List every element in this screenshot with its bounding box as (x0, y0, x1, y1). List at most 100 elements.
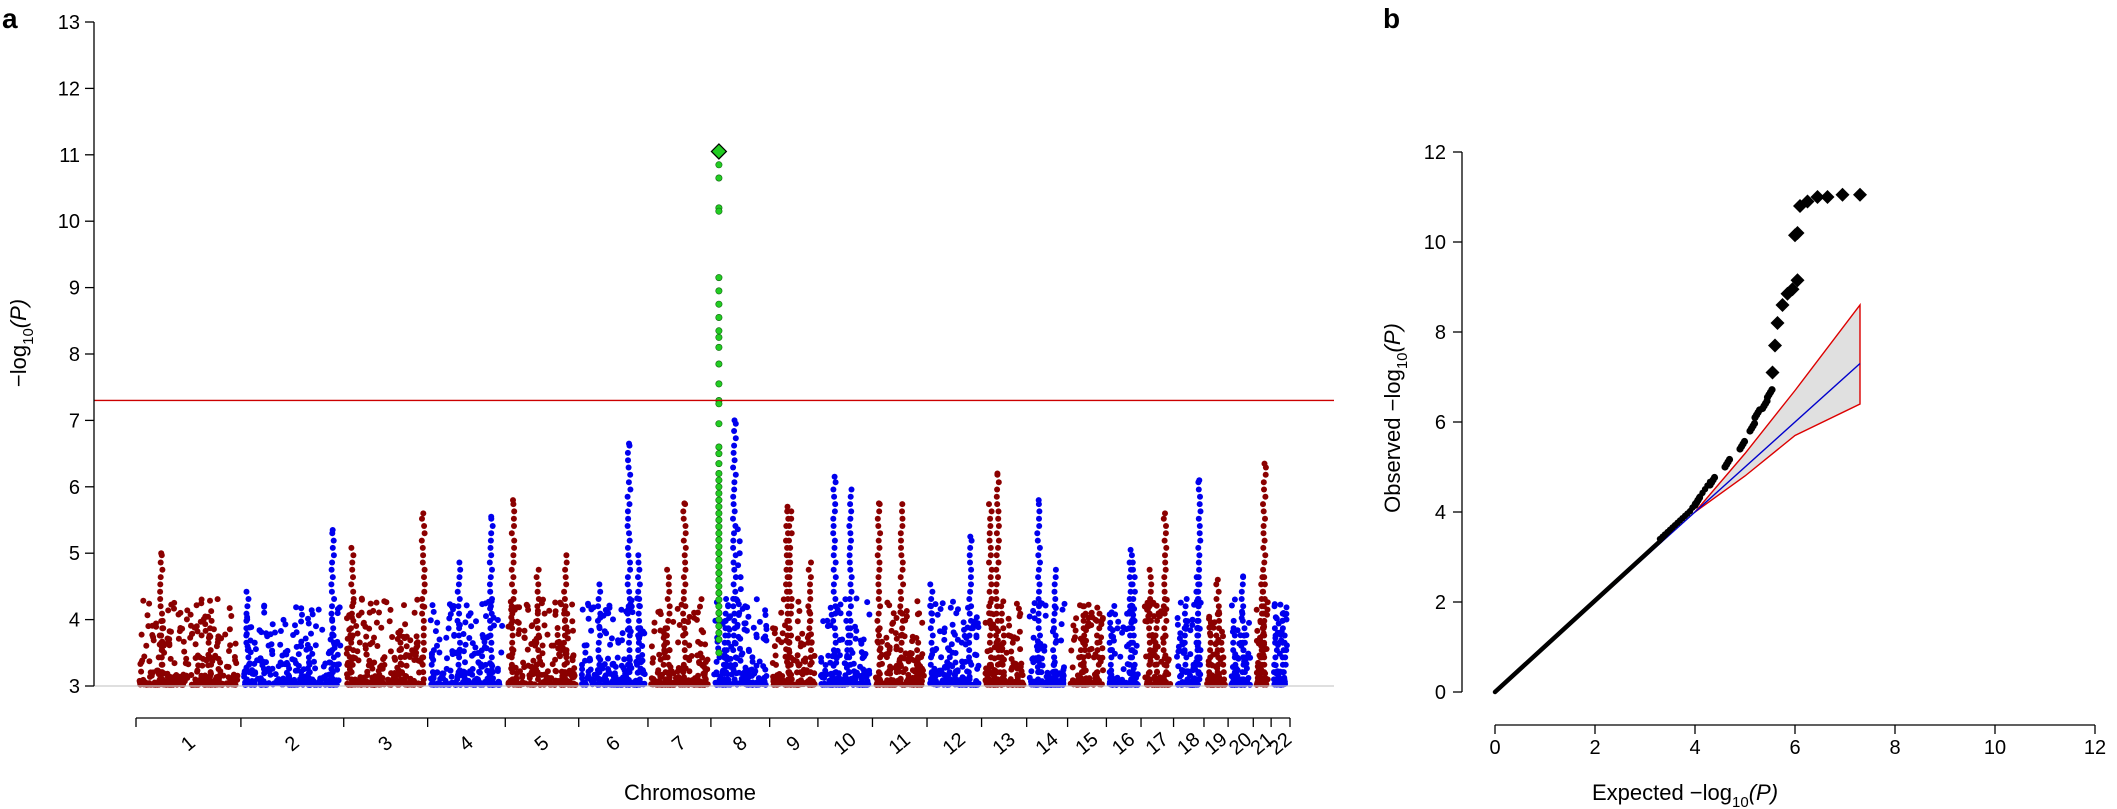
snp-point (914, 611, 921, 618)
snp-point (786, 625, 793, 632)
snp-point (830, 523, 837, 529)
snp-point (822, 667, 829, 674)
snp-point (280, 616, 287, 623)
chromosome-tick-label: 6 (602, 732, 625, 756)
snp-point (1080, 639, 1087, 646)
snp-point (168, 601, 175, 608)
snp-point (1215, 603, 1222, 610)
snp-point (909, 667, 916, 674)
snp-point (429, 669, 436, 676)
snp-point (732, 471, 739, 478)
chromosome-1-points (136, 550, 241, 688)
locus-snp-point (715, 529, 723, 537)
snp-point (595, 647, 602, 654)
snp-point (467, 668, 473, 675)
snp-point (227, 642, 234, 649)
snp-point (1161, 588, 1168, 595)
snp-point (1176, 635, 1183, 642)
snp-point (1207, 632, 1214, 639)
snp-point (329, 669, 336, 676)
snp-point (1089, 614, 1096, 621)
snp-point (966, 676, 973, 683)
snp-point (1128, 552, 1135, 559)
snp-point (429, 676, 436, 683)
snp-point (724, 676, 731, 683)
snp-point (950, 598, 956, 605)
snp-point (886, 602, 893, 609)
snp-point (786, 647, 792, 654)
snp-point (456, 574, 463, 581)
snp-point (1068, 647, 1075, 654)
snp-point (1154, 669, 1160, 676)
snp-point (722, 617, 729, 624)
qq-point (1750, 419, 1759, 428)
snp-point (1260, 501, 1266, 508)
snp-point (1206, 669, 1213, 676)
snp-point (1161, 610, 1168, 617)
snp-point (478, 663, 485, 670)
snp-point (207, 669, 214, 676)
snp-point (1262, 493, 1269, 500)
qq-point (1725, 455, 1734, 464)
snp-point (1080, 654, 1087, 661)
snp-point (552, 611, 559, 618)
snp-point (444, 655, 450, 662)
snp-point (207, 625, 214, 632)
snp-point (682, 654, 689, 661)
snp-point (213, 643, 220, 650)
snp-point (1196, 530, 1203, 537)
qq-diamond-point (1770, 316, 1785, 330)
snp-point (847, 603, 854, 610)
snp-point (635, 610, 642, 617)
snp-point (1177, 599, 1184, 606)
snp-point (1130, 639, 1136, 646)
snp-point (159, 617, 166, 624)
snp-point (533, 639, 540, 646)
snp-point (483, 613, 489, 620)
snp-point (521, 627, 528, 634)
snp-point (795, 661, 802, 668)
snp-point (561, 632, 568, 639)
snp-point (1008, 648, 1015, 655)
snp-point (402, 621, 409, 628)
snp-point (330, 632, 337, 639)
snp-point (1160, 515, 1167, 522)
snp-point (486, 559, 493, 566)
snp-point (389, 634, 396, 640)
snp-point (952, 675, 959, 682)
snp-point (682, 559, 689, 566)
snp-point (243, 676, 250, 683)
snp-point (344, 645, 351, 652)
snp-point (624, 574, 631, 581)
snp-point (1108, 632, 1115, 639)
snp-point (534, 588, 541, 595)
snp-point (1051, 654, 1058, 661)
snp-point (736, 550, 743, 557)
snp-point (1129, 581, 1136, 588)
snp-point (1215, 661, 1222, 668)
lead-snp-diamond (710, 143, 728, 160)
snp-point (145, 623, 152, 630)
snp-point (267, 671, 274, 678)
snp-point (350, 647, 357, 654)
snp-point (1041, 647, 1048, 654)
snp-point (736, 538, 743, 545)
snp-point (680, 676, 687, 683)
snp-point (445, 625, 452, 632)
snp-point (378, 624, 385, 631)
snp-point (875, 639, 882, 646)
snp-point (897, 647, 904, 654)
snp-point (734, 526, 741, 533)
snp-point (994, 669, 1001, 676)
chromosome-tick-label: 22 (1265, 728, 1296, 759)
snp-point (1099, 645, 1106, 652)
snp-point (562, 669, 569, 676)
snp-point (570, 627, 576, 634)
snp-point (330, 654, 337, 661)
snp-point (794, 635, 801, 642)
snp-point (1100, 667, 1106, 674)
snp-point (1051, 625, 1057, 632)
snp-point (621, 656, 628, 663)
snp-point (1262, 515, 1268, 522)
snp-point (428, 661, 435, 668)
